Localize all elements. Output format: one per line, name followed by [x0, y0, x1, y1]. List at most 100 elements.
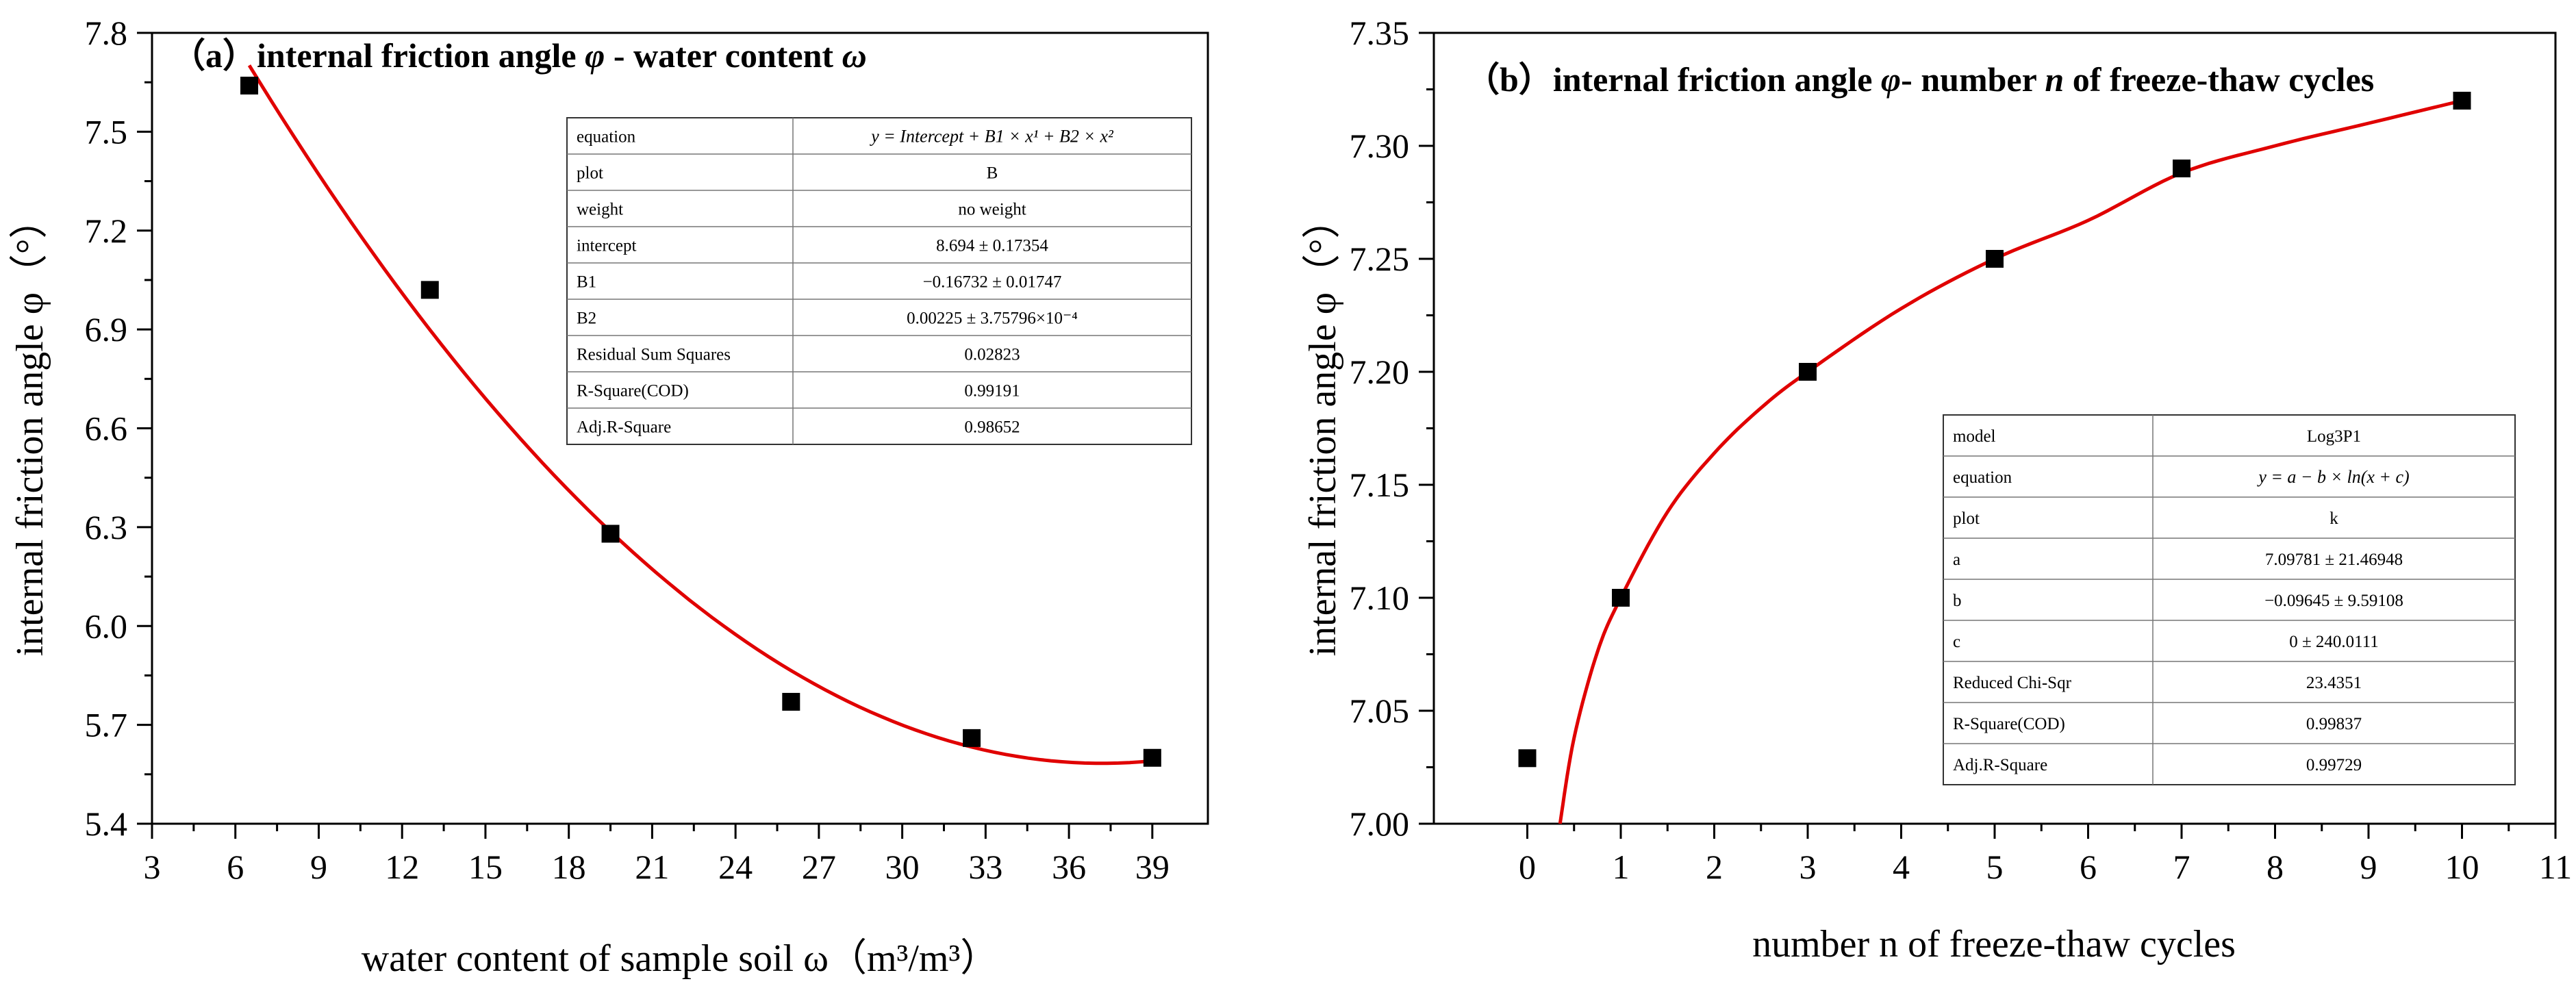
fit-table-key: Adj.R-Square	[577, 418, 671, 437]
fit-table-value: 23.4351	[2306, 674, 2362, 692]
fit-table-value: 0.99729	[2306, 756, 2362, 774]
data-point	[1986, 250, 2004, 268]
fit-table-key: B1	[577, 273, 596, 292]
fit-curve	[247, 64, 1153, 766]
data-point	[1612, 589, 1630, 607]
fit-table-key: B2	[577, 309, 596, 328]
x-tick-label: 39	[1135, 848, 1170, 886]
fit-table-value: 0 ± 240.0111	[2289, 633, 2379, 651]
fit-table-value: 0.02823	[964, 346, 1020, 364]
y-axis-label: internal friction angle φ（°）	[9, 201, 51, 657]
fit-table-border	[566, 117, 1192, 445]
y-tick-label: 5.7	[85, 706, 128, 744]
fit-table-key: plot	[1953, 509, 1980, 528]
x-tick-label: 3	[144, 848, 161, 886]
x-tick-label: 12	[385, 848, 419, 886]
fit-table-value: no weight	[958, 201, 1026, 219]
x-tick-label: 11	[2539, 848, 2572, 886]
y-tick-label: 7.35	[1350, 14, 1410, 52]
y-tick-label: 7.05	[1350, 692, 1410, 730]
fit-table-value: k	[2329, 509, 2338, 528]
panel-title-part: - water content	[605, 36, 842, 75]
x-tick-label: 6	[227, 848, 244, 886]
data-point	[2453, 92, 2471, 110]
y-tick-label: 7.25	[1350, 240, 1410, 278]
y-tick-label: 6.0	[85, 607, 128, 645]
data-point	[1143, 748, 1161, 767]
fit-table-border	[1943, 414, 2516, 785]
panel-title-part: φ	[1881, 60, 1901, 99]
x-tick-label: 3	[1800, 848, 1817, 886]
panel-title-part: - number	[1901, 60, 2045, 99]
fit-table-key: intercept	[577, 237, 637, 255]
y-tick-label: 7.00	[1350, 805, 1410, 843]
panel-a-chart: 3 6 9 12 15 18 21 24 27 30 33 36 395.45.76.06.36.66.…	[9, 14, 1209, 980]
x-tick-label: 4	[1893, 848, 1910, 886]
data-point	[420, 281, 439, 299]
panel-title-part: of freeze-thaw cycles	[2064, 60, 2374, 99]
data-point	[1799, 363, 1817, 381]
fit-table-value: y = Intercept + B1 × x¹ + B2 × x²	[869, 127, 1114, 147]
fit-table-key: Adj.R-Square	[1953, 756, 2047, 774]
data-point	[963, 729, 981, 747]
x-tick-label: 2	[1706, 848, 1723, 886]
fit-table-key: equation	[1953, 468, 2012, 487]
y-tick-label: 7.30	[1350, 127, 1410, 165]
y-tick-label: 7.20	[1350, 353, 1410, 391]
y-tick-label: 7.8	[85, 14, 128, 52]
fit-table-value: 0.00225 ± 3.75796×10⁻⁴	[907, 309, 1078, 328]
x-tick-label: 21	[635, 848, 669, 886]
y-tick-label: 7.15	[1350, 466, 1410, 504]
fit-table-key: plot	[577, 164, 603, 183]
y-tick-label: 7.2	[85, 212, 128, 250]
fit-table-key: a	[1953, 551, 1960, 569]
fit-table-value: 7.09781 ± 21.46948	[2265, 551, 2403, 569]
panel-title: （b）internal friction angle φ- number n o…	[1465, 60, 2374, 99]
fit-table-value: Log3P1	[2307, 427, 2361, 446]
data-point	[601, 524, 620, 543]
y-tick-label: 6.6	[85, 409, 128, 448]
x-tick-label: 36	[1052, 848, 1086, 886]
fit-table: equation y = Intercept + B1 × x¹ + B2 × x…	[566, 117, 1192, 445]
y-tick-label: 6.3	[85, 508, 128, 546]
y-tick-label: 6.9	[85, 310, 128, 349]
fit-table: model Log3P1 equation y = a − b × ln(x + c)…	[1943, 414, 2516, 785]
fit-table-key: R-Square(COD)	[577, 382, 689, 401]
x-tick-label: 8	[2266, 848, 2284, 886]
x-tick-label: 18	[552, 848, 586, 886]
fit-table-key: c	[1953, 633, 1960, 651]
x-tick-label: 1	[1613, 848, 1630, 886]
x-tick-label: 0	[1519, 848, 1536, 886]
x-tick-label: 33	[968, 848, 1002, 886]
x-tick-label: 9	[2360, 848, 2377, 886]
fit-table-value: B	[987, 164, 998, 183]
panel-title-part: internal friction angle	[257, 36, 585, 75]
x-tick-label: 15	[468, 848, 503, 886]
data-point	[2173, 160, 2190, 177]
fit-table-value: 8.694 ± 0.17354	[936, 237, 1048, 255]
y-tick-label: 5.4	[85, 805, 128, 843]
fit-table-key: b	[1953, 592, 1962, 610]
panel-title-part: n	[2045, 60, 2064, 99]
fit-table-key: Reduced Chi-Sqr	[1953, 674, 2072, 692]
x-tick-label: 6	[2080, 848, 2097, 886]
fit-table-key: R-Square(COD)	[1953, 715, 2065, 733]
panel-title-part: φ	[585, 36, 605, 75]
fit-table-value: −0.16732 ± 0.01747	[923, 273, 1062, 292]
panel-title-part: （a）	[171, 36, 257, 75]
fit-table-key: Residual Sum Squares	[577, 346, 731, 364]
fit-table-value: −0.09645 ± 9.59108	[2264, 592, 2403, 610]
fit-table-key: equation	[577, 128, 636, 147]
x-axis-label: number n of freeze-thaw cycles	[1752, 923, 2236, 965]
x-tick-label: 10	[2445, 848, 2479, 886]
y-tick-label: 7.5	[85, 112, 128, 151]
x-tick-label: 5	[1986, 848, 2004, 886]
x-tick-label: 9	[310, 848, 327, 886]
fit-table-value: y = a − b × ln(x + c)	[2256, 467, 2409, 487]
x-tick-label: 7	[2173, 848, 2190, 886]
x-axis-label: water content of sample soil ω（m³/m³）	[362, 937, 998, 980]
x-tick-label: 27	[802, 848, 836, 886]
y-axis-label: internal friction angle φ（°）	[1302, 201, 1344, 657]
fit-table-value: 0.99837	[2306, 715, 2362, 733]
